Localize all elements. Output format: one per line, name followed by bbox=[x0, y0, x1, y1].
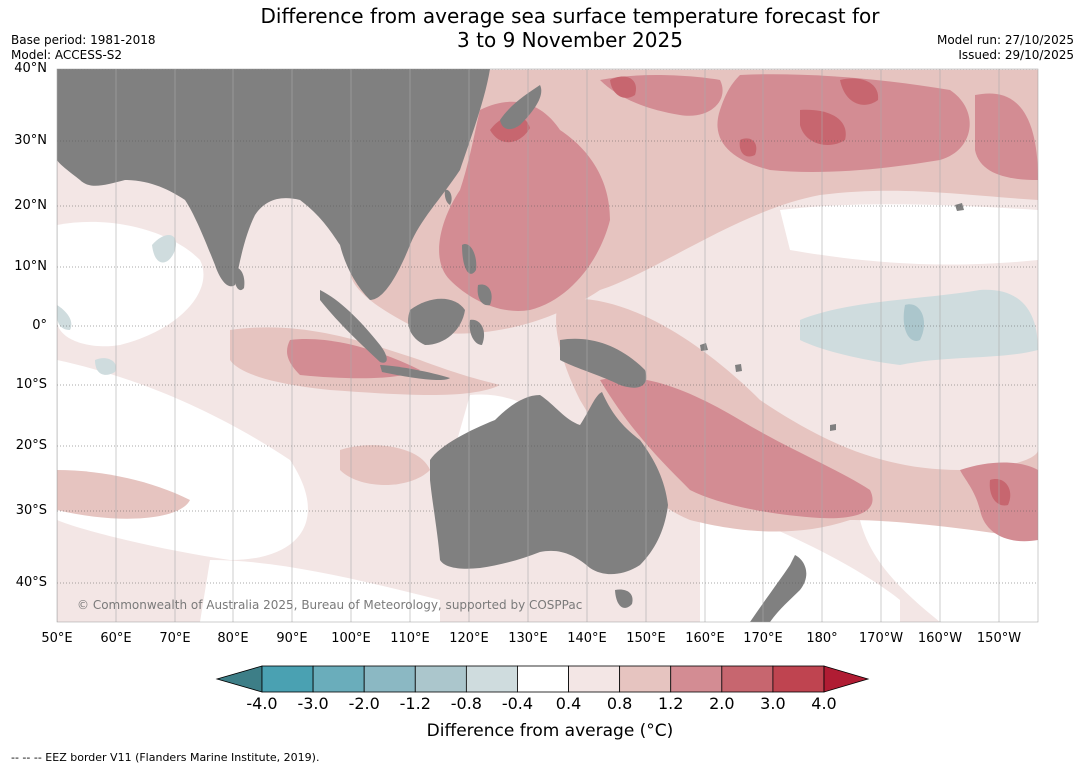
meta-left: Base period: 1981-2018 Model: ACCESS-S2 bbox=[11, 33, 156, 63]
longitude-label: 90°E bbox=[276, 631, 308, 646]
colorbar-segment bbox=[363, 665, 416, 693]
latitude-label: 30°N bbox=[14, 133, 47, 148]
colorbar-segment bbox=[721, 665, 774, 693]
land-masses bbox=[57, 69, 964, 622]
longitude-label: 70°E bbox=[159, 631, 191, 646]
longitude-label: 50°E bbox=[41, 631, 73, 646]
colorbar-tick-label: -3.0 bbox=[297, 694, 329, 713]
longitude-label: 160°W bbox=[917, 631, 963, 646]
colorbar-tick-label: -0.8 bbox=[450, 694, 482, 713]
land-borneo bbox=[408, 298, 465, 345]
colorbar-segment bbox=[465, 665, 518, 693]
latitude-label: 40°N bbox=[14, 61, 47, 76]
eez-footnote: -- -- -- EEZ border V11 (Flanders Marine… bbox=[11, 751, 320, 764]
colorbar-segment bbox=[312, 665, 365, 693]
colorbar-tick-label: -4.0 bbox=[246, 694, 278, 713]
colorbar-tick-label: 0.8 bbox=[606, 694, 633, 713]
colorbar-segment bbox=[568, 665, 621, 693]
longitude-label: 180° bbox=[806, 631, 838, 646]
land-asia bbox=[57, 69, 490, 300]
colorbar-segment bbox=[772, 665, 825, 693]
latitude-label: 30°S bbox=[15, 503, 47, 518]
land-new-zealand bbox=[750, 555, 807, 622]
longitude-label: 130°E bbox=[508, 631, 548, 646]
copyright-notice: © Commonwealth of Australia 2025, Bureau… bbox=[77, 598, 583, 612]
model-run: Model run: 27/10/2025 bbox=[936, 33, 1074, 47]
longitude-label: 170°W bbox=[858, 631, 904, 646]
latitude-label: 10°N bbox=[14, 259, 47, 274]
title-line-1: Difference from average sea surface temp… bbox=[260, 4, 880, 28]
land-sri-lanka bbox=[233, 267, 245, 291]
colorbar-segment bbox=[517, 665, 569, 693]
meta-right: Model run: 27/10/2025 Issued: 29/10/2025 bbox=[937, 33, 1074, 63]
latitude-label: 20°N bbox=[14, 198, 47, 213]
land-sumatra bbox=[320, 290, 387, 363]
base-period: Base period: 1981-2018 bbox=[11, 33, 156, 47]
land-japan bbox=[500, 85, 542, 130]
graticule bbox=[57, 69, 1038, 622]
colorbar-tick-label: 4.0 bbox=[811, 694, 837, 713]
colorbar-tick-label: 1.2 bbox=[657, 694, 684, 713]
issued-date: Issued: 29/10/2025 bbox=[958, 48, 1074, 62]
longitude-label: 120°E bbox=[449, 631, 489, 646]
longitude-label: 80°E bbox=[217, 631, 249, 646]
longitude-label: 150°E bbox=[626, 631, 666, 646]
anomaly-cool bbox=[57, 234, 1038, 375]
latitude-label: 20°S bbox=[15, 438, 47, 453]
model-name: Model: ACCESS-S2 bbox=[11, 48, 123, 62]
longitude-label: 150°W bbox=[976, 631, 1022, 646]
longitude-label: 140°E bbox=[567, 631, 607, 646]
colorbar-tick-label: -1.2 bbox=[399, 694, 431, 713]
colorbar-extend-high bbox=[823, 665, 870, 693]
map-frame bbox=[56, 68, 1039, 623]
colorbar-tick-label: 0.4 bbox=[555, 694, 582, 713]
colorbar bbox=[215, 665, 870, 693]
land-tasmania bbox=[615, 589, 633, 608]
land-philippines bbox=[462, 244, 492, 306]
colorbar-segment bbox=[414, 665, 467, 693]
sst-anomaly-map bbox=[57, 69, 1038, 622]
colorbar-segment bbox=[261, 665, 314, 693]
land-taiwan bbox=[444, 189, 452, 205]
colorbar-tick-label: -0.4 bbox=[501, 694, 534, 713]
longitude-label: 100°E bbox=[331, 631, 371, 646]
latitude-label: 40°S bbox=[15, 575, 47, 590]
longitude-label: 160°E bbox=[685, 631, 725, 646]
title-line-2: 3 to 9 November 2025 bbox=[457, 28, 683, 52]
colorbar-label: Difference from average (°C) bbox=[426, 721, 674, 741]
colorbar-tick-label: 2.0 bbox=[709, 694, 735, 713]
land-australia bbox=[430, 392, 668, 575]
anomaly-warm-strong bbox=[287, 74, 1038, 542]
latitude-label: 10°S bbox=[15, 377, 47, 392]
colorbar-segment bbox=[619, 665, 672, 693]
colorbar-tick-label: 3.0 bbox=[760, 694, 786, 713]
colorbar-tick-label: -2.0 bbox=[348, 694, 380, 713]
longitude-label: 110°E bbox=[390, 631, 430, 646]
longitude-label: 170°E bbox=[743, 631, 783, 646]
land-hainan bbox=[402, 208, 414, 220]
longitude-label: 60°E bbox=[100, 631, 132, 646]
latitude-label: 0° bbox=[32, 318, 47, 333]
land-new-guinea bbox=[560, 338, 647, 388]
colorbar-segment bbox=[670, 665, 723, 693]
colorbar-extend-low bbox=[215, 665, 263, 693]
land-java bbox=[380, 365, 450, 380]
